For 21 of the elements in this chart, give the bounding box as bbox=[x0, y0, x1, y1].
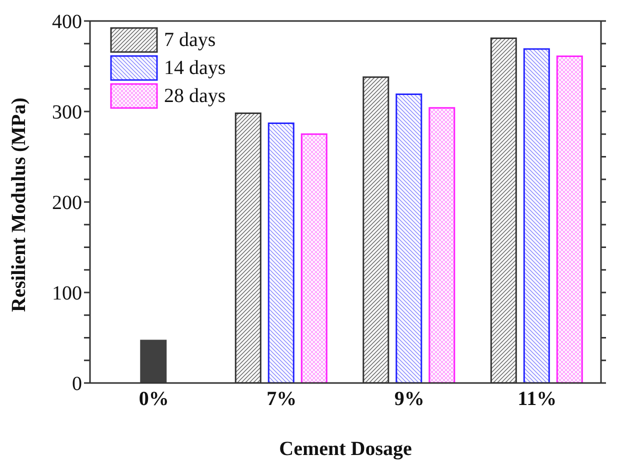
bar bbox=[268, 122, 294, 383]
y-tick-label: 400 bbox=[52, 11, 82, 34]
bar bbox=[140, 340, 167, 383]
x-tick-label: 7% bbox=[266, 388, 297, 410]
bar bbox=[523, 48, 550, 383]
x-tick-label: 0% bbox=[138, 388, 169, 410]
y-tick-label: 300 bbox=[52, 102, 82, 124]
x-axis-title: Cement Dosage bbox=[279, 438, 412, 460]
bar bbox=[556, 56, 583, 383]
x-tick-label: 9% bbox=[394, 388, 424, 410]
y-tick-label: 100 bbox=[52, 282, 82, 305]
bar bbox=[396, 94, 422, 383]
bar bbox=[428, 107, 456, 383]
y-tick-label: 0 bbox=[72, 373, 82, 396]
legend-label: 28 days bbox=[164, 84, 226, 108]
legend-label: 7 days bbox=[164, 28, 216, 52]
y-tick-label: 200 bbox=[52, 192, 82, 214]
bar bbox=[300, 133, 328, 383]
x-tick-label: 11% bbox=[518, 388, 557, 410]
legend-label: 14 days bbox=[164, 56, 226, 80]
y-axis-title: Resilient Modulus (MPa) bbox=[8, 98, 30, 312]
